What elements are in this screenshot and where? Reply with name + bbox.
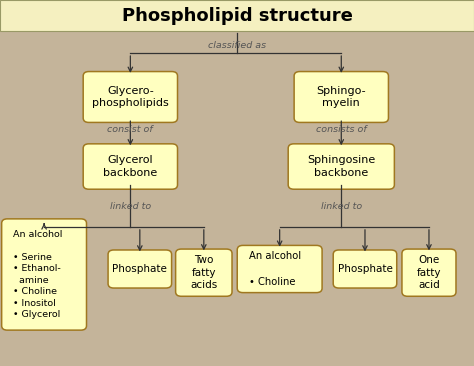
FancyBboxPatch shape (0, 0, 474, 31)
Text: An alcohol

• Choline: An alcohol • Choline (248, 251, 301, 287)
FancyBboxPatch shape (333, 250, 397, 288)
Text: Phospholipid structure: Phospholipid structure (121, 7, 353, 25)
Text: Sphingosine
backbone: Sphingosine backbone (307, 155, 375, 178)
Text: Glycerol
backbone: Glycerol backbone (103, 155, 157, 178)
Text: An alcohol

• Serine
• Ethanol-
  amine
• Choline
• Inositol
• Glycerol: An alcohol • Serine • Ethanol- amine • C… (13, 230, 63, 319)
Text: linked to: linked to (320, 202, 362, 211)
Text: linked to: linked to (109, 202, 151, 211)
FancyBboxPatch shape (402, 249, 456, 296)
FancyBboxPatch shape (237, 245, 322, 293)
Text: consists of: consists of (316, 126, 367, 134)
FancyBboxPatch shape (175, 249, 232, 296)
Text: Phosphate: Phosphate (337, 264, 392, 274)
FancyBboxPatch shape (108, 250, 172, 288)
Text: Sphingo-
myelin: Sphingo- myelin (317, 86, 366, 108)
Text: consist of: consist of (108, 126, 153, 134)
FancyBboxPatch shape (83, 144, 177, 189)
Text: Phosphate: Phosphate (112, 264, 167, 274)
Text: Two
fatty
acids: Two fatty acids (190, 255, 218, 291)
Text: classified as: classified as (208, 41, 266, 50)
FancyBboxPatch shape (288, 144, 394, 189)
Text: Glycero-
phospholipids: Glycero- phospholipids (92, 86, 169, 108)
FancyBboxPatch shape (294, 72, 388, 122)
FancyBboxPatch shape (83, 72, 177, 122)
FancyBboxPatch shape (1, 219, 86, 330)
Text: One
fatty
acid: One fatty acid (417, 255, 441, 291)
